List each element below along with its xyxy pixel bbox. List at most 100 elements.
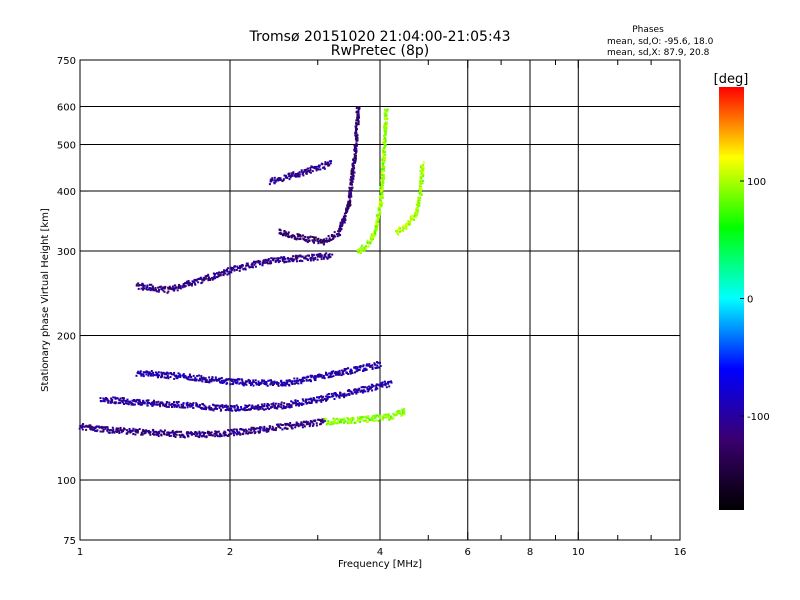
- data-point: [202, 279, 205, 282]
- data-point: [137, 282, 140, 285]
- data-point: [117, 402, 120, 405]
- data-point: [131, 402, 134, 405]
- data-point: [227, 405, 229, 408]
- data-point: [283, 230, 286, 232]
- data-point: [311, 236, 314, 238]
- data-point: [220, 379, 223, 382]
- data-point: [365, 368, 368, 371]
- data-point: [343, 396, 346, 399]
- data-point: [353, 160, 356, 163]
- data-point: [300, 169, 303, 172]
- data-point: [339, 226, 342, 229]
- data-point: [312, 376, 315, 379]
- data-point: [229, 383, 232, 386]
- data-point: [349, 191, 352, 194]
- data-point: [220, 381, 222, 384]
- data-point: [268, 183, 271, 186]
- data-point: [291, 234, 294, 237]
- data-point: [292, 171, 295, 174]
- data-point: [208, 381, 211, 384]
- data-point: [329, 373, 332, 376]
- data-point: [326, 239, 329, 242]
- data-point: [320, 258, 323, 261]
- data-point: [320, 241, 323, 244]
- data-point: [382, 160, 385, 163]
- data-point: [338, 369, 341, 372]
- data-point: [214, 376, 217, 379]
- data-point: [242, 268, 245, 271]
- data-point: [186, 377, 189, 380]
- colorbar-gradient: [719, 87, 744, 510]
- data-point: [277, 384, 280, 387]
- data-point: [210, 380, 213, 383]
- data-point: [367, 389, 370, 392]
- data-point: [240, 408, 243, 411]
- data-point: [420, 164, 422, 167]
- data-point: [184, 376, 187, 379]
- data-point: [231, 430, 234, 433]
- data-point: [110, 401, 113, 404]
- data-point: [359, 390, 362, 393]
- data-point: [235, 404, 238, 407]
- data-point: [209, 279, 211, 281]
- data-point: [261, 263, 264, 266]
- data-point: [299, 259, 302, 262]
- data-point: [265, 427, 268, 430]
- data-point: [215, 432, 218, 435]
- data-point: [263, 405, 266, 408]
- data-point: [321, 396, 324, 399]
- data-point: [146, 284, 149, 287]
- data-point: [127, 400, 130, 403]
- data-point: [285, 382, 288, 385]
- data-point: [171, 285, 174, 288]
- data-point: [172, 404, 175, 407]
- data-point: [415, 202, 418, 205]
- data-point: [345, 367, 348, 370]
- data-point: [152, 288, 155, 291]
- data-point: [419, 182, 422, 185]
- data-point: [384, 153, 387, 156]
- data-point: [382, 141, 385, 144]
- data-point: [403, 224, 406, 227]
- data-point: [286, 403, 289, 406]
- data-point: [202, 376, 205, 379]
- data-point: [384, 123, 387, 126]
- data-point: [207, 432, 210, 435]
- data-point: [267, 379, 270, 382]
- data-point: [140, 431, 143, 434]
- data-point: [290, 235, 293, 238]
- data-point: [305, 239, 308, 241]
- data-point: [295, 381, 298, 384]
- data-point: [170, 373, 173, 376]
- data-point: [379, 195, 382, 198]
- data-point: [273, 179, 276, 182]
- data-point: [347, 419, 350, 422]
- y-tick-label: 100: [57, 476, 76, 487]
- data-point: [219, 435, 221, 438]
- data-point: [215, 276, 218, 279]
- data-point: [132, 433, 135, 435]
- data-point: [321, 163, 324, 166]
- data-point: [379, 383, 382, 386]
- data-point: [269, 180, 272, 183]
- data-point: [333, 418, 336, 421]
- data-point: [168, 285, 171, 288]
- data-point: [166, 405, 169, 408]
- data-point: [110, 399, 113, 402]
- data-point: [147, 288, 150, 291]
- data-point: [107, 401, 110, 404]
- data-point: [158, 430, 161, 433]
- data-point: [300, 422, 303, 425]
- data-point: [265, 383, 268, 386]
- data-point: [286, 176, 289, 179]
- data-point: [190, 376, 193, 378]
- data-point: [378, 384, 381, 387]
- data-point: [161, 430, 163, 433]
- data-point: [369, 386, 372, 389]
- data-point: [223, 269, 225, 272]
- data-point: [359, 418, 362, 421]
- data-point: [262, 260, 265, 263]
- data-point: [291, 260, 294, 263]
- data-point: [135, 430, 138, 433]
- data-point: [268, 379, 271, 382]
